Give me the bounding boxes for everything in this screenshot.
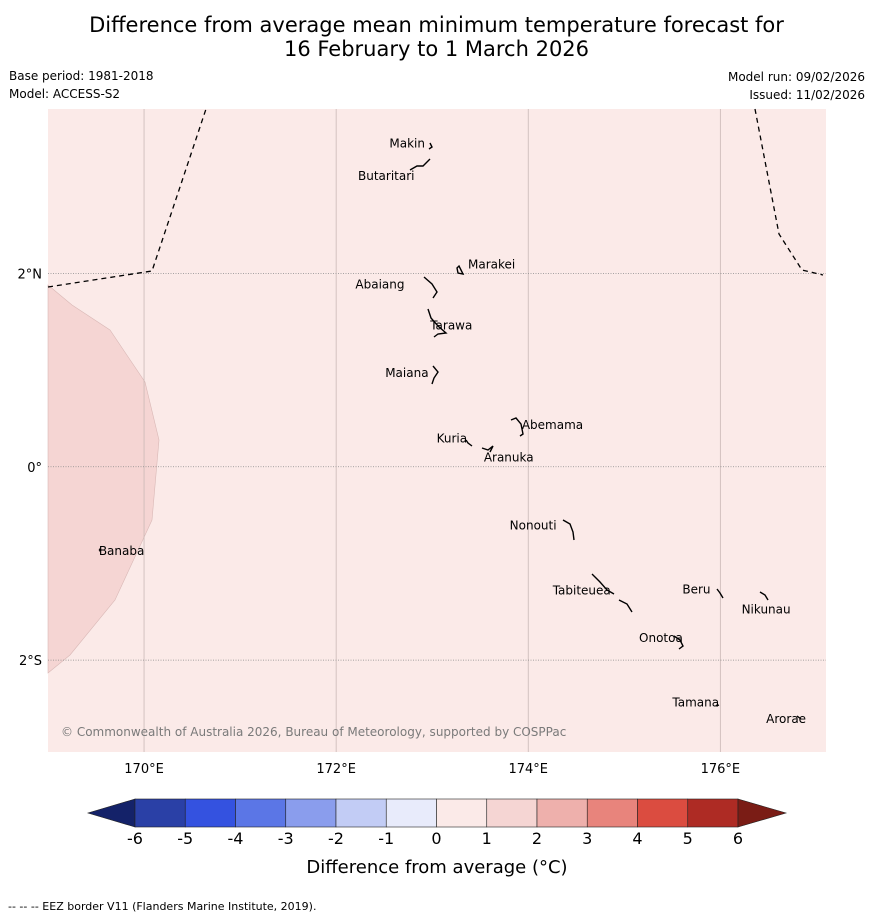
colorbar-swatch	[436, 798, 488, 828]
issued-label: Issued: 11/02/2026	[749, 88, 865, 102]
colorbar-tick-labels: -6 -5 -4 -3 -2 -1 0 1 2 3 4 5 6	[127, 829, 743, 848]
colorbar-swatches	[86, 798, 788, 828]
island-label-nonouti: Nonouti	[510, 519, 557, 533]
aranuka-coast	[481, 445, 494, 453]
island-label-makin: Makin	[389, 137, 425, 151]
map-title-line2: 16 February to 1 March 2026	[283, 37, 590, 61]
colorbar-tick-label: -6	[127, 829, 143, 848]
island-label-marakei: Marakei	[468, 257, 515, 271]
colorbar-swatch	[134, 798, 186, 828]
abemama-coast	[510, 417, 524, 437]
butaritari-coast	[409, 158, 431, 171]
arorae-coast	[796, 715, 802, 720]
tabiteuea-coast	[591, 573, 633, 613]
forecast-map: Makin Butaritari Marakei Abaiang Tarawa Maian…	[18, 108, 826, 777]
colorbar-swatch	[687, 798, 739, 828]
longitude-tick-label: 172°E	[316, 762, 356, 777]
copyright-notice: © Commonwealth of Australia 2026, Bureau…	[61, 725, 566, 739]
eez-border-west	[47, 108, 207, 288]
island-label-tarawa: Tarawa	[429, 318, 472, 332]
model-run-label: Model run: 09/02/2026	[727, 70, 865, 84]
colorbar-swatch	[586, 798, 638, 828]
longitude-tick-label: 176°E	[701, 762, 741, 777]
island-coastlines	[98, 142, 802, 720]
colorbar-tick-label: -3	[278, 829, 294, 848]
island-label-banaba: Banaba	[99, 544, 145, 558]
kuria-coast	[465, 439, 473, 447]
eez-footnote: -- -- -- EEZ border V11 (Flanders Marine…	[8, 900, 317, 913]
colorbar-tick-label: 1	[482, 829, 492, 848]
latitude-tick-label: 0°	[27, 461, 42, 476]
eez-border	[47, 108, 824, 288]
graticule	[48, 109, 826, 752]
colorbar-tick-label: 2	[532, 829, 542, 848]
island-label-onotoa: Onotoa	[639, 631, 683, 645]
island-label-arorae: Arorae	[766, 712, 806, 726]
colorbar-swatch	[335, 798, 387, 828]
onotoa-coast	[673, 635, 684, 650]
island-label-abaiang: Abaiang	[355, 278, 404, 292]
longitude-tick-label: 170°E	[124, 762, 164, 777]
colorbar-swatch	[486, 798, 538, 828]
colorbar-under-arrow	[86, 798, 136, 828]
colorbar-tick-label: -4	[228, 829, 244, 848]
colorbar-tick-label: 6	[733, 829, 743, 848]
island-label-abemama: Abemama	[522, 418, 583, 432]
colorbar-tick-label: -5	[177, 829, 193, 848]
nonouti-coast	[562, 519, 575, 541]
island-label-tamana: Tamana	[671, 695, 719, 709]
colorbar-swatch	[235, 798, 287, 828]
colorbar-tick-label: 3	[582, 829, 592, 848]
nikunau-coast	[759, 591, 769, 601]
colorbar-tick-label: -2	[328, 829, 344, 848]
colorbar-swatch	[637, 798, 689, 828]
longitude-tick-label: 174°E	[508, 762, 548, 777]
abaiang-coast	[423, 276, 438, 299]
warm-anomaly-region	[47, 284, 160, 674]
latitude-tick-label: 2°N	[18, 267, 43, 282]
axis-tick-labels: 170°E 172°E 174°E 176°E 2°N 0° 2°S	[18, 267, 741, 777]
beru-coast	[716, 588, 724, 599]
base-period-label: Base period: 1981-2018	[9, 69, 154, 83]
colorbar-swatch	[184, 798, 236, 828]
island-label-tabiteuea: Tabiteuea	[552, 583, 611, 597]
island-label-nikunau: Nikunau	[742, 602, 791, 616]
island-labels: Makin Butaritari Marakei Abaiang Tarawa Maian…	[99, 137, 806, 726]
map-background	[48, 109, 826, 752]
island-label-kuria: Kuria	[437, 431, 468, 445]
banaba-coast	[98, 548, 103, 552]
tarawa-coast	[427, 308, 448, 338]
colorbar-swatch	[385, 798, 437, 828]
colorbar: -6 -5 -4 -3 -2 -1 0 1 2 3 4 5 6 Difference from aver…	[86, 798, 788, 878]
model-label: Model: ACCESS-S2	[9, 87, 121, 101]
colorbar-tick-label: 0	[431, 829, 441, 848]
island-label-butaritari: Butaritari	[358, 169, 415, 183]
eez-border-east	[754, 108, 824, 276]
colorbar-tick-label: -1	[378, 829, 394, 848]
tamana-coast	[715, 704, 720, 707]
latitude-tick-label: 2°S	[19, 654, 42, 669]
island-label-aranuka: Aranuka	[484, 450, 534, 464]
island-label-beru: Beru	[682, 582, 710, 596]
colorbar-tick-label: 4	[632, 829, 642, 848]
colorbar-tick-label: 5	[683, 829, 693, 848]
colorbar-swatch	[536, 798, 588, 828]
colorbar-label: Difference from average (°C)	[306, 857, 567, 878]
makin-coast	[428, 142, 433, 150]
island-label-maiana: Maiana	[385, 366, 428, 380]
maiana-coast	[431, 365, 439, 385]
colorbar-swatch	[285, 798, 337, 828]
marakei-coast	[456, 264, 465, 275]
colorbar-over-arrow	[737, 798, 788, 828]
map-title-line1: Difference from average mean minimum tem…	[89, 13, 784, 37]
